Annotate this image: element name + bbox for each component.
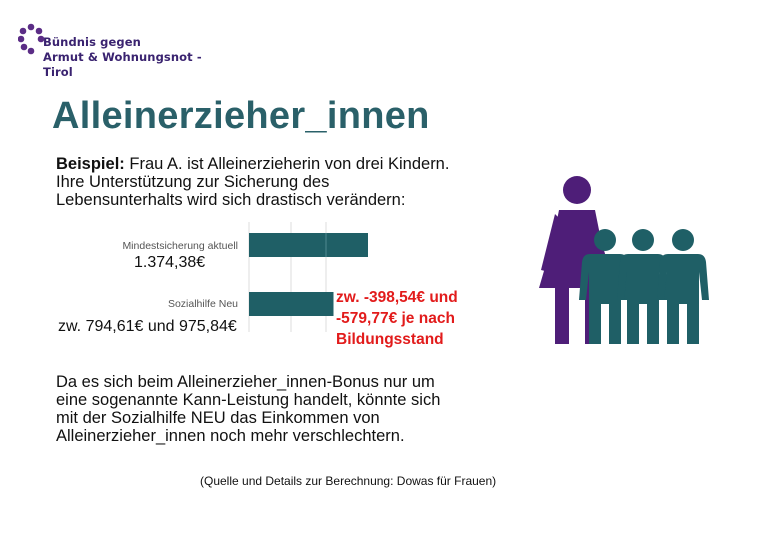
- logo-dots-icon: [18, 23, 44, 55]
- category-label-1: Sozialhilfe Neu: [167, 298, 238, 310]
- page-title: Alleinerzieher_innen: [52, 95, 430, 137]
- family-icon: [539, 176, 709, 344]
- logo-line-2: Armut & Wohnungsnot - Tirol: [43, 50, 202, 79]
- intro-line-2: Ihre Unterstützung zur Sicherung des: [56, 173, 330, 191]
- intro-bold-label: Beispiel:: [56, 155, 125, 173]
- logo: Bündnis gegen Armut & Wohnungsnot - Tiro…: [18, 22, 218, 79]
- conclusion-line-2: eine sogenannte Kann-Leistung handelt, k…: [56, 391, 441, 409]
- intro-line-1: Frau A. ist Alleinerzieherin von drei Ki…: [124, 155, 450, 173]
- intro-line-3: Lebensunterhalts wird sich drastisch ver…: [56, 191, 406, 209]
- conclusion-paragraph: Da es sich beim Alleinerzieher_innen-Bon…: [56, 373, 526, 445]
- difference-line-3: Bildungsstand: [336, 331, 444, 348]
- child-figure-icon: [579, 229, 631, 344]
- value-label-1: zw. 794,61€ und 975,84€: [58, 318, 237, 335]
- source-note: (Quelle und Details zur Berechnung: Dowa…: [200, 474, 497, 488]
- logo-line-1: Bündnis gegen: [43, 35, 141, 49]
- child-figure-icon: [617, 229, 669, 344]
- conclusion-line-3: mit der Sozialhilfe NEU das Einkommen vo…: [56, 409, 380, 427]
- intro-paragraph: Beispiel: Frau A. ist Alleinerzieherin v…: [56, 155, 526, 209]
- difference-annotation: zw. -398,54€ und -579,77€ je nach Bildun…: [336, 287, 458, 350]
- bar-0: [249, 233, 368, 257]
- category-label-0: Mindestsicherung aktuell: [122, 240, 238, 252]
- child-figure-icon: [657, 229, 709, 344]
- conclusion-line-4: Alleinerzieher_innen noch mehr verschlec…: [56, 427, 405, 445]
- difference-line-1: zw. -398,54€ und: [336, 289, 458, 306]
- bar-1: [249, 292, 334, 316]
- conclusion-line-1: Da es sich beim Alleinerzieher_innen-Bon…: [56, 373, 435, 391]
- value-label-0: 1.374,38€: [134, 254, 206, 271]
- difference-line-2: -579,77€ je nach: [336, 310, 455, 327]
